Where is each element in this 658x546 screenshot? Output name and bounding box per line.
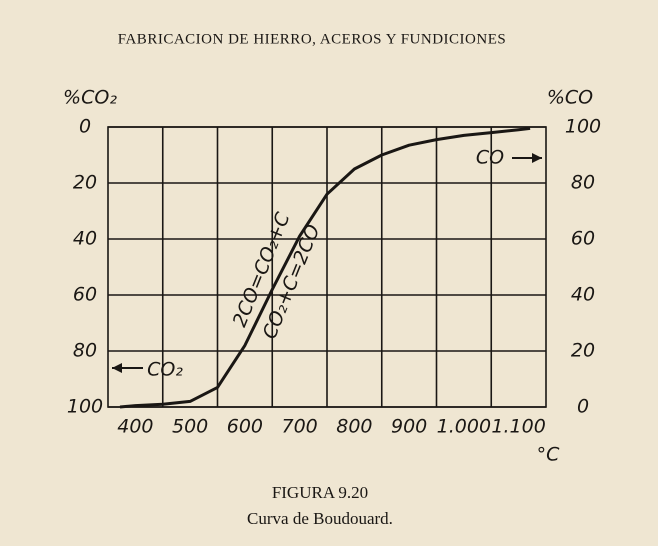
y2-tick-label: 60 — [571, 228, 595, 250]
x-tick-label: 1.100 — [491, 416, 545, 438]
figure-number: FIGURA 9.20 — [272, 483, 368, 502]
y2-tick-label: 80 — [571, 172, 595, 194]
curve — [119, 126, 531, 409]
y2-tick-label: 40 — [571, 284, 595, 306]
y-tick-label: 100 — [67, 396, 103, 418]
y-tick-label: 0 — [79, 116, 91, 138]
y-tick-label: 60 — [73, 284, 97, 306]
x-unit: °C — [537, 444, 561, 466]
arrow-head — [532, 153, 542, 163]
y-tick-label: 20 — [73, 172, 97, 194]
x-tick-label: 500 — [172, 416, 208, 438]
figure-caption: Curva de Boudouard. — [247, 509, 393, 528]
page-header: FABRICACION DE HIERRO, ACEROS Y FUNDICIO… — [118, 31, 506, 47]
x-tick-label: 400 — [117, 416, 153, 438]
annotation: CO₂ — [147, 359, 183, 381]
x-tick-label: 800 — [336, 416, 372, 438]
x-tick-label: 700 — [281, 416, 317, 438]
arrow-head — [112, 363, 122, 373]
y2-tick-label: 20 — [571, 340, 595, 362]
y2-tick-label: 100 — [565, 116, 601, 138]
y-tick-label: 40 — [73, 228, 97, 250]
annotation: CO — [476, 147, 504, 169]
y2-axis-label: %CO — [547, 87, 593, 109]
x-tick-label: 600 — [227, 416, 263, 438]
y-axis-label: %CO₂ — [63, 87, 117, 109]
x-tick-label: 900 — [391, 416, 427, 438]
x-tick-label: 1.000 — [437, 416, 491, 438]
y-tick-label: 80 — [73, 340, 97, 362]
y2-tick-label: 0 — [577, 396, 589, 418]
